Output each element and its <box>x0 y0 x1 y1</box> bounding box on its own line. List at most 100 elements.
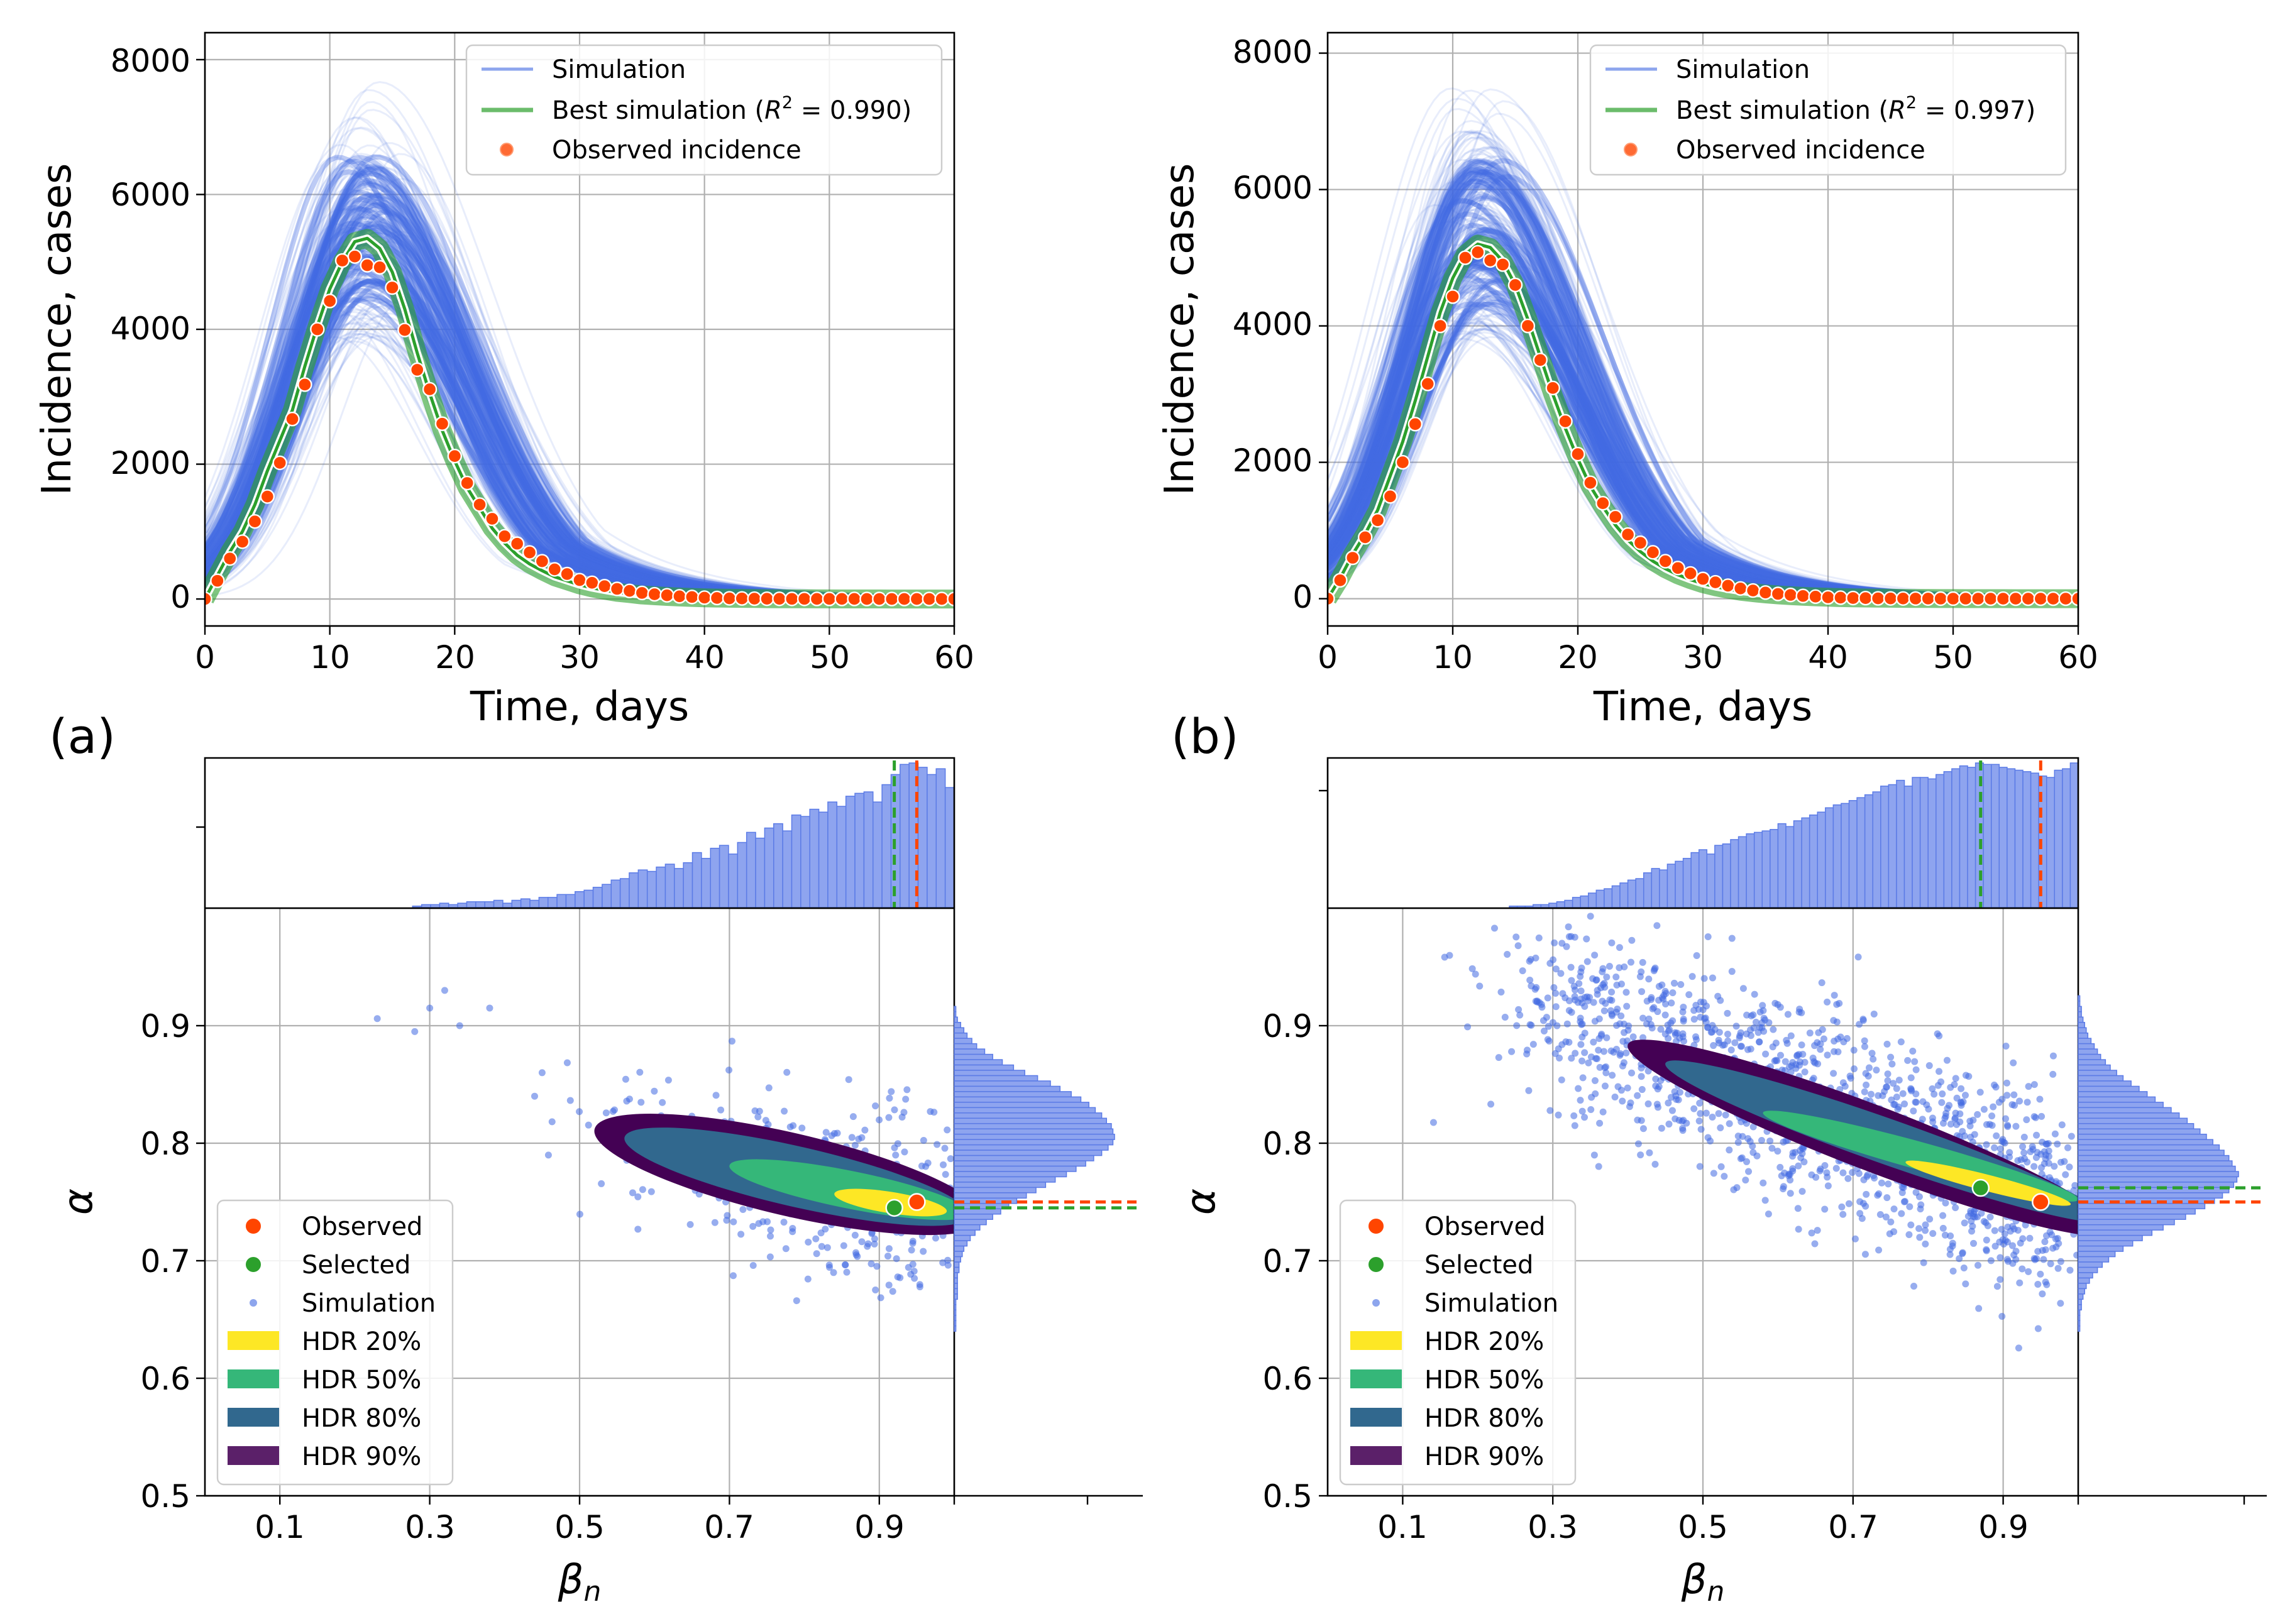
observed-point <box>1820 590 1836 605</box>
simulation-point <box>2008 1242 2016 1249</box>
simulation-point <box>576 1108 583 1116</box>
simulation-point <box>1558 1041 1566 1048</box>
simulation-point <box>2042 1278 2049 1286</box>
simulation-point <box>1760 1028 1768 1035</box>
simulation-point <box>544 1151 552 1159</box>
observed-point <box>534 554 550 569</box>
alpha-histogram-bar <box>954 1006 957 1012</box>
simulation-point <box>1624 1037 1631 1045</box>
simulation-point <box>2057 1258 2064 1265</box>
simulation-point <box>920 1248 927 1255</box>
legend-selected-swatch <box>1367 1256 1385 1273</box>
y-tick-label: 0.6 <box>1262 1361 1313 1397</box>
simulation-point <box>1851 1235 1859 1243</box>
simulation-point <box>1577 987 1585 995</box>
selected-point <box>1971 1178 1990 1197</box>
simulation-point <box>1581 1114 1589 1121</box>
beta-histogram-bar <box>1682 858 1692 908</box>
simulation-point <box>1986 1213 1994 1221</box>
simulation-point <box>1504 951 1511 958</box>
simulation-point <box>1614 1006 1621 1013</box>
simulation-point <box>2029 1146 2037 1153</box>
simulation-point <box>1680 1018 1687 1025</box>
y-tick-label: 6000 <box>111 177 190 213</box>
simulation-point <box>1661 987 1669 995</box>
alpha-histogram-bar <box>2078 1309 2081 1316</box>
simulation-point <box>1991 1144 1998 1151</box>
simulation-point <box>2039 1290 2046 1298</box>
beta-histogram-bar <box>1611 885 1621 908</box>
observed-points <box>1328 244 2078 606</box>
simulation-point <box>1850 1065 1858 1073</box>
simulation-point <box>1878 1179 1885 1187</box>
legend-label: HDR 50% <box>302 1366 421 1395</box>
y-tick-label: 0.6 <box>140 1361 190 1397</box>
simulation-point <box>1728 968 1736 975</box>
beta-histogram-bar <box>1841 803 1850 908</box>
beta-histogram-bar <box>412 905 422 908</box>
legend-label: Selected <box>1424 1251 1533 1280</box>
alpha-histogram-bar <box>954 1155 1094 1161</box>
simulation-point <box>1556 1054 1563 1062</box>
observed-point <box>1732 581 1748 596</box>
simulation-point <box>916 1283 923 1291</box>
beta-histogram-bar <box>1580 895 1589 908</box>
simulation-point <box>1795 1226 1802 1233</box>
simulation-point <box>1639 1034 1647 1041</box>
beta-histogram-bar <box>629 872 639 908</box>
simulation-point <box>1568 1055 1575 1062</box>
simulation-point <box>1798 1188 1806 1195</box>
beta-histogram-bar <box>701 858 711 908</box>
observed-point <box>1495 257 1511 272</box>
legend-best-label: Best simulation (R2 = 0.997) <box>1676 93 2035 125</box>
beta-histogram-bar <box>448 904 458 908</box>
observed-point <box>2032 1193 2050 1211</box>
simulation-point <box>1996 1145 2004 1153</box>
observed-point <box>834 591 849 606</box>
simulation-point <box>2062 1171 2069 1178</box>
alpha-histogram-bar <box>954 1187 1037 1193</box>
simulation-point <box>1915 1225 1923 1232</box>
beta-histogram-bar <box>538 897 549 908</box>
beta-histogram-bar <box>755 837 766 908</box>
simulation-point <box>1958 1085 1965 1092</box>
simulation-point <box>765 1084 773 1092</box>
simulation-point <box>1787 1032 1795 1040</box>
simulation-point <box>1811 1042 1819 1050</box>
simulation-point <box>1749 1123 1757 1131</box>
panel-b-jointplot: 0.1 0.3 0.5 0.7 0.9 0.5 0.6 0.7 0.8 0.9 … <box>1178 757 2267 1608</box>
y-axis-label: α <box>1178 1188 1225 1215</box>
simulation-point <box>2014 1157 2022 1165</box>
alpha-histogram-bar <box>954 1107 1096 1114</box>
simulation-point <box>1947 1232 1954 1240</box>
x-tick-label: 20 <box>435 639 475 676</box>
alpha-histogram-bar <box>954 1240 968 1247</box>
alpha-histogram-bar <box>2078 1096 2156 1103</box>
simulation-point <box>1980 1106 1988 1113</box>
alpha-histogram-bar <box>954 1112 1103 1119</box>
simulation-point <box>1638 988 1646 996</box>
simulation-point <box>1590 999 1597 1006</box>
simulation-point <box>2018 1265 2026 1273</box>
observed-point <box>347 249 363 264</box>
observed-point <box>1983 591 1998 606</box>
simulation-point <box>1598 1031 1605 1038</box>
simulation-point <box>1865 1064 1873 1072</box>
simulation-point <box>1590 1151 1598 1159</box>
simulation-point <box>566 1097 574 1104</box>
legend-label: HDR 50% <box>1424 1366 1544 1395</box>
simulation-point <box>2009 1222 2017 1230</box>
simulation-point <box>1850 1046 1858 1054</box>
observed-point <box>1895 591 1911 606</box>
simulation-point <box>911 1275 918 1282</box>
y-axis-label: Incidence, cases <box>34 163 80 496</box>
alpha-histogram-bar <box>2078 1304 2082 1311</box>
simulation-point <box>1777 1051 1785 1059</box>
simulation-point <box>1856 1198 1864 1205</box>
beta-histogram-bar <box>602 884 612 908</box>
simulation-point <box>1996 1276 2004 1283</box>
beta-histogram-bar <box>1595 889 1605 908</box>
simulation-point <box>1612 973 1620 980</box>
x-tick-label: 50 <box>1933 639 1973 676</box>
beta-histogram-bar <box>619 878 630 908</box>
